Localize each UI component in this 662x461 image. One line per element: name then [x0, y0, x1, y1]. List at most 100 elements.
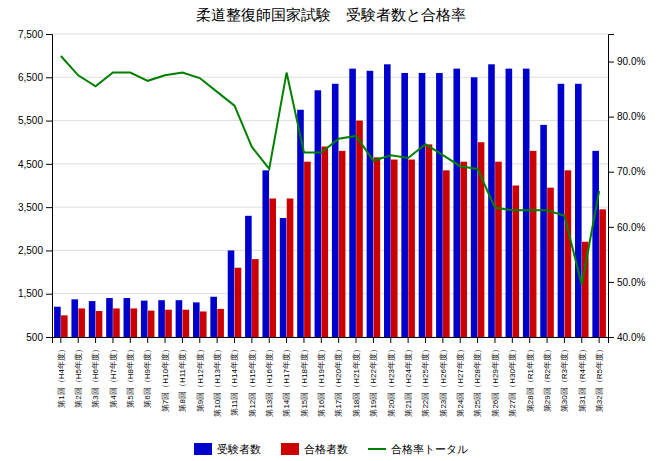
legend: 受験者数合格者数合格率トータル: [194, 443, 468, 456]
bar: [426, 144, 433, 337]
tick-label: 第28回（R1年度）: [525, 345, 534, 412]
tick-label: 第1回（H4年度）: [57, 345, 66, 408]
bar: [391, 160, 398, 337]
tick-label: 第26回（H29年度）: [491, 345, 500, 417]
grid: [52, 34, 608, 337]
bar: [106, 298, 113, 337]
legend-swatch: [368, 448, 386, 450]
tick: 第15回（H18年度）: [300, 337, 309, 417]
tick-mark: [46, 294, 52, 295]
tick-label: 60.0%: [617, 222, 645, 233]
tick-label: 第4回（H7年度）: [109, 345, 118, 408]
bar: [339, 151, 346, 337]
tick: 7,500: [18, 29, 52, 40]
bar: [158, 300, 165, 337]
tick: 1,500: [18, 288, 52, 299]
legend-item: 受験者数: [194, 443, 261, 456]
tick-mark: [408, 337, 409, 343]
tick-mark: [95, 337, 96, 343]
tick: 第16回（H19年度）: [317, 337, 326, 417]
bar: [506, 69, 513, 337]
tick-mark: [46, 34, 52, 35]
tick: 第3回（H6年度）: [91, 337, 100, 408]
tick-mark: [608, 227, 614, 228]
tick: 70.0%: [608, 166, 645, 177]
tick-label: 80.0%: [617, 111, 645, 122]
legend-label: 受験者数: [217, 443, 261, 456]
tick-label: 7,500: [18, 29, 43, 40]
marks: [54, 56, 606, 337]
bar: [124, 298, 131, 337]
tick: 第5回（H8年度）: [126, 337, 135, 408]
tick: 3,500: [18, 202, 52, 213]
bar: [592, 151, 599, 337]
tick: 第24回（H27年度）: [456, 337, 465, 417]
tick: 50.0%: [608, 277, 645, 288]
tick-mark: [46, 207, 52, 208]
tick-label: 第7回（H10年度）: [161, 345, 170, 412]
bar: [252, 259, 259, 337]
tick-mark: [321, 337, 322, 343]
tick: 90.0%: [608, 56, 645, 67]
tick-label: 5,500: [18, 115, 43, 126]
tick-label: 第3回（H6年度）: [91, 345, 100, 408]
tick: 第25回（H28年度）: [473, 337, 482, 417]
tick-mark: [442, 337, 443, 343]
bar: [245, 216, 252, 337]
tick: 第32回（R5年度）: [595, 337, 604, 412]
bar: [269, 198, 276, 337]
tick: 6,500: [18, 72, 52, 83]
axis-line: [609, 35, 615, 338]
tick-label: 第13回（H16年度）: [265, 345, 274, 417]
tick: 40.0%: [608, 332, 645, 343]
tick: 第6回（H9年度）: [143, 337, 152, 408]
bar: [384, 64, 391, 337]
tick-label: 第18回（H21年度）: [352, 345, 361, 417]
tick-mark: [477, 337, 478, 343]
tick-label: 第15回（H18年度）: [300, 345, 309, 417]
tick-label: 4,500: [18, 159, 43, 170]
tick-mark: [46, 77, 52, 78]
tick-mark: [46, 121, 52, 122]
axis-line: [53, 338, 609, 344]
legend-item: 合格率トータル: [368, 443, 468, 456]
bar: [280, 218, 287, 337]
bar: [575, 84, 582, 337]
tick: 第29回（R2年度）: [543, 337, 552, 412]
bar: [148, 311, 155, 337]
tick-mark: [373, 337, 374, 343]
tick-label: 第11回（H14年度）: [230, 345, 239, 416]
tick-label: 第16回（H19年度）: [317, 345, 326, 417]
tick: 4,500: [18, 159, 52, 170]
line: [61, 56, 599, 285]
tick-mark: [286, 337, 287, 343]
tick-label: 第14回（H17年度）: [282, 345, 291, 417]
tick-mark: [494, 337, 495, 343]
bar: [61, 315, 68, 337]
tick-label: 第29回（R2年度）: [543, 345, 552, 412]
tick: 第21回（H24年度）: [404, 337, 413, 417]
bar: [113, 308, 120, 337]
tick-label: 第8回（H11年度）: [178, 345, 187, 412]
tick-mark: [599, 337, 600, 343]
tick-label: 第17回（H20年度）: [334, 345, 343, 417]
tick-mark: [608, 172, 614, 173]
tick-mark: [529, 337, 530, 343]
tick-label: 40.0%: [617, 332, 645, 343]
bar: [89, 301, 96, 337]
tick-mark: [269, 337, 270, 343]
tick-mark: [199, 337, 200, 343]
tick: 第26回（H29年度）: [491, 337, 500, 417]
tick: 第23回（H26年度）: [439, 337, 448, 417]
bar: [408, 160, 415, 337]
tick-label: 第19回（H22年度）: [369, 345, 378, 417]
bar: [332, 84, 339, 337]
tick-mark: [390, 337, 391, 343]
bar: [210, 297, 217, 337]
bar: [304, 162, 311, 337]
tick-label: 500: [26, 332, 43, 343]
tick: 第30回（R3年度）: [560, 337, 569, 412]
bar: [200, 311, 207, 337]
bar: [401, 73, 408, 337]
bar: [460, 162, 467, 337]
